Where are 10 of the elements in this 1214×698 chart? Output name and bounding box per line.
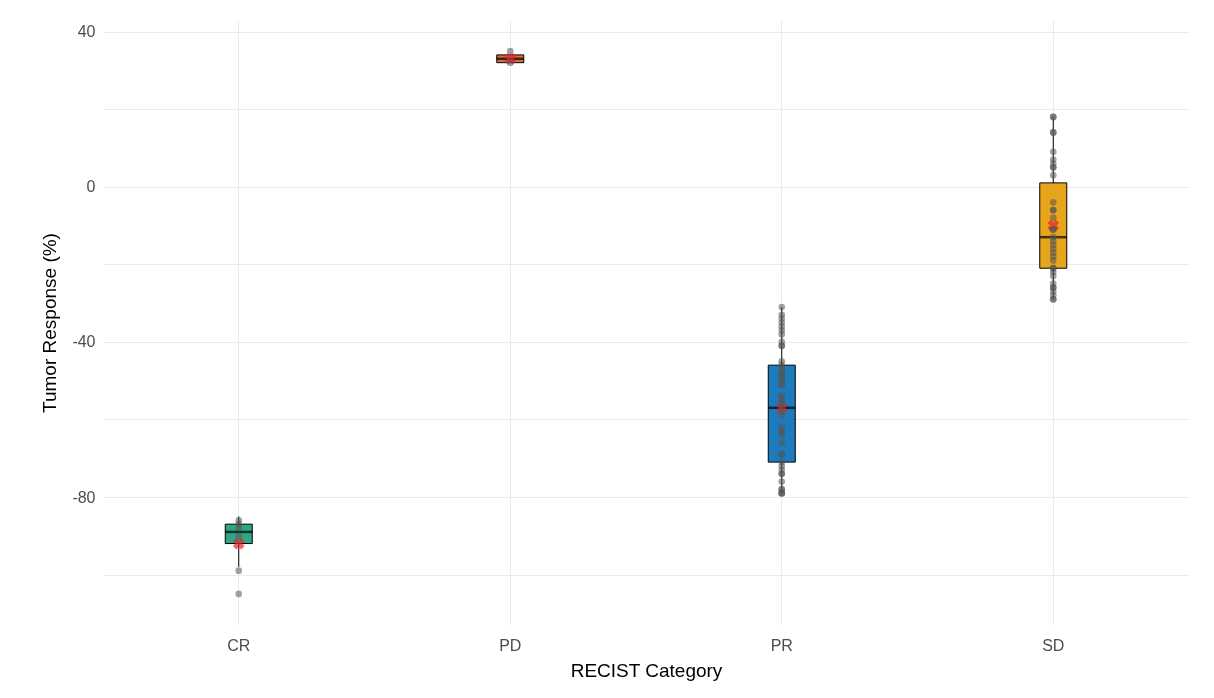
y-tick-label: -80	[72, 488, 96, 506]
x-tick-label: CR	[227, 636, 251, 654]
x-tick-label: SD	[1042, 636, 1065, 654]
y-axis-title: Tumor Response (%)	[39, 233, 61, 413]
y-tick-label: -40	[72, 333, 96, 351]
x-tick-label: PR	[770, 636, 793, 654]
y-tick-label: 40	[77, 23, 96, 41]
x-axis-title: RECIST Category	[570, 659, 723, 681]
x-tick-label: PD	[499, 636, 522, 654]
y-tick-label: 0	[86, 178, 96, 196]
